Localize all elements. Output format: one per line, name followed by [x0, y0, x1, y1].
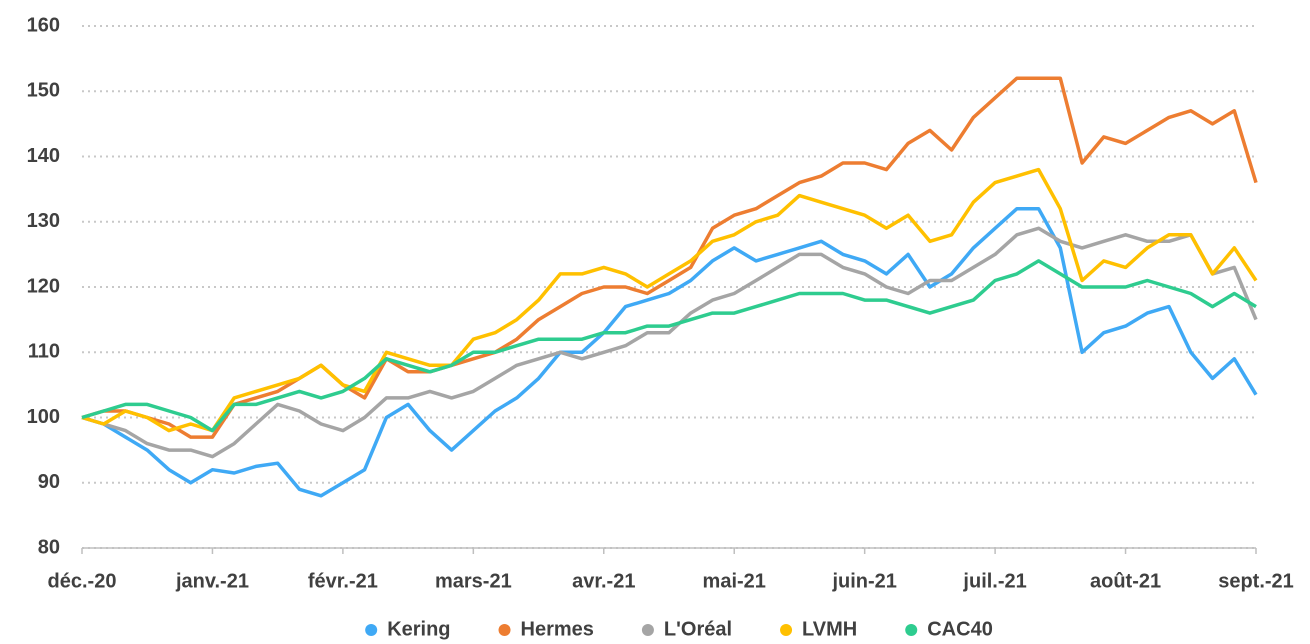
legend-marker: [641, 624, 654, 636]
series-line: [81, 206, 1258, 498]
legend-marker: [780, 624, 793, 636]
x-tick-label: sept.-21: [1218, 570, 1294, 592]
y-tick-label: 120: [27, 275, 60, 297]
legend-label: Hermes: [521, 618, 594, 640]
x-tick-label: juin-21: [831, 570, 896, 592]
x-tick-label: janv.-21: [175, 570, 249, 592]
legend: Kering Hermes L'Oréal LVMH CAC40: [365, 618, 993, 640]
legend-marker: [498, 624, 511, 636]
y-tick-label: 150: [27, 80, 60, 102]
y-tick-label: 80: [38, 536, 60, 558]
series-line: [81, 226, 1258, 459]
y-tick-label: 90: [38, 471, 60, 493]
legend-label: Kering: [387, 618, 450, 640]
x-tick-label: mars-21: [435, 570, 512, 592]
x-tick-label: mai-21: [703, 570, 766, 592]
series-line: [81, 259, 1257, 433]
x-tick-label: juil.-21: [962, 570, 1026, 592]
y-tick-label: 110: [28, 341, 60, 363]
y-tick-label: 140: [27, 145, 60, 167]
x-tick-label: avr.-21: [572, 570, 635, 592]
x-tick-label: août-21: [1090, 570, 1161, 592]
y-tick-label: 160: [27, 14, 60, 36]
legend-marker: [905, 624, 918, 636]
x-tick-label: déc.-20: [48, 570, 117, 592]
y-tick-label: 130: [27, 210, 60, 232]
legend-label: L'Oréal: [664, 618, 732, 640]
y-tick-label: 100: [27, 406, 60, 428]
x-tick-label: févr.-21: [308, 570, 378, 592]
legend-label: CAC40: [927, 618, 993, 640]
series-line: [81, 76, 1258, 439]
legend-marker: [365, 624, 378, 636]
series-line: [81, 167, 1258, 433]
legend-label: LVMH: [802, 618, 857, 640]
